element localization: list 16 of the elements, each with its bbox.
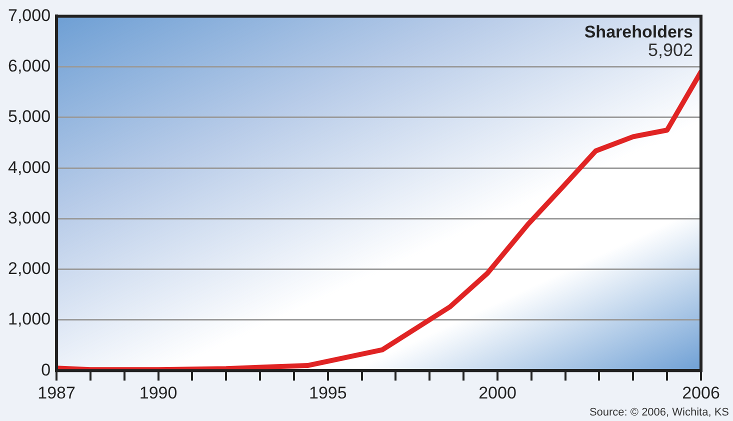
x-tick-label: 2000 — [478, 383, 516, 402]
y-tick-label: 2,000 — [8, 259, 51, 278]
chart-title: Shareholders — [584, 22, 693, 42]
x-tick-label: 2006 — [682, 383, 720, 402]
y-tick-label: 7,000 — [8, 6, 51, 25]
y-tick-label: 1,000 — [8, 310, 51, 329]
y-tick-label: 4,000 — [8, 158, 51, 177]
y-tick-label: 5,000 — [8, 107, 51, 126]
x-tick-label: 1995 — [308, 383, 347, 402]
y-tick-label: 6,000 — [8, 56, 51, 76]
source-note: Source: © 2006, Wichita, KS — [589, 406, 729, 419]
y-tick-label: 3,000 — [8, 208, 51, 228]
y-tick-label: 0 — [41, 360, 51, 380]
annotation: 5,902 — [648, 40, 693, 60]
x-tick-label: 1990 — [139, 383, 178, 402]
x-tick-label: 1987 — [38, 383, 76, 402]
